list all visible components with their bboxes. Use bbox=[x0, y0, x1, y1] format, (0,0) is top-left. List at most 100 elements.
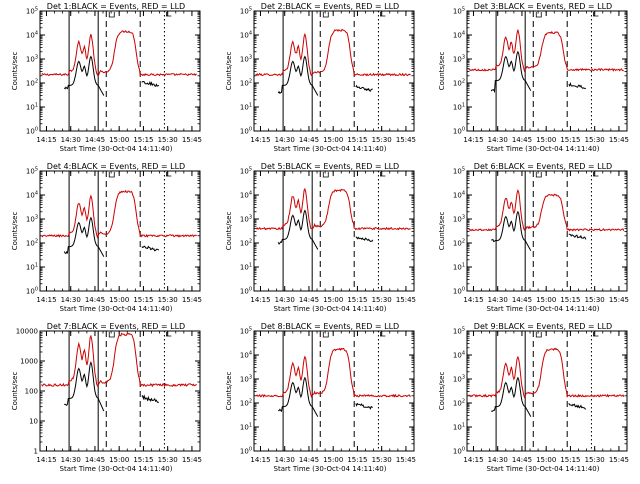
y-tick-label: 105 bbox=[240, 7, 252, 16]
y-tick-label: 102 bbox=[453, 239, 465, 248]
x-tick-label: 14:15 bbox=[250, 296, 270, 304]
y-tick-label: 1000 bbox=[20, 358, 38, 366]
marker-tag bbox=[593, 172, 599, 177]
x-tick-label: 15:45 bbox=[396, 296, 416, 304]
y-tick-label: 104 bbox=[453, 191, 465, 200]
marker-tag bbox=[166, 172, 172, 177]
x-tick-label: 15:15 bbox=[347, 136, 367, 144]
y-tick-label: 103 bbox=[453, 55, 465, 64]
panel-title: Det 5:BLACK = Events, RED = LLD bbox=[261, 162, 399, 171]
x-tick-label: 15:30 bbox=[372, 296, 392, 304]
x-tick-label: 14:15 bbox=[463, 456, 483, 464]
panel-det-7: Det 7:BLACK = Events, RED = LLD Counts/se… bbox=[11, 322, 202, 473]
y-tick-label: 100 bbox=[26, 127, 38, 136]
x-tick-label: 15:30 bbox=[158, 296, 178, 304]
y-tick-label: 102 bbox=[240, 399, 252, 408]
y-tick-label: 102 bbox=[453, 79, 465, 88]
x-tick-label: 14:15 bbox=[250, 456, 270, 464]
marker-tag bbox=[166, 12, 172, 17]
y-tick-label: 105 bbox=[240, 327, 252, 336]
y-tick-label: 104 bbox=[453, 351, 465, 360]
series-events-line bbox=[491, 376, 587, 417]
panel-det-9: Det 9:BLACK = Events, RED = LLD Counts/se… bbox=[438, 322, 629, 473]
series-lld-line bbox=[41, 189, 197, 239]
y-axis-label: Counts/sec bbox=[11, 52, 19, 91]
x-tick-label: 15:00 bbox=[323, 136, 343, 144]
series-events-line bbox=[490, 210, 587, 251]
panel-title: Det 8:BLACK = Events, RED = LLD bbox=[261, 322, 399, 331]
plot-frame bbox=[466, 10, 628, 132]
series-events-line bbox=[277, 209, 374, 250]
x-tick-label: 15:45 bbox=[396, 456, 416, 464]
x-tick-label: 14:15 bbox=[250, 136, 270, 144]
x-tick-label: 14:15 bbox=[463, 296, 483, 304]
panel-title: Det 7:BLACK = Events, RED = LLD bbox=[47, 322, 185, 331]
marker-tag bbox=[108, 12, 115, 18]
x-axis-label: Start Time (30-Oct-04 14:11:40) bbox=[60, 145, 173, 153]
x-tick-label: 15:30 bbox=[372, 456, 392, 464]
x-tick-label: 14:45 bbox=[85, 136, 105, 144]
y-axis-label: Counts/sec bbox=[225, 212, 233, 251]
series-events-line bbox=[64, 361, 160, 412]
x-axis-label: Start Time (30-Oct-04 14:11:40) bbox=[274, 145, 387, 153]
x-tick-label: 15:00 bbox=[109, 456, 129, 464]
marker-tag bbox=[535, 172, 542, 178]
y-tick-label: 101 bbox=[453, 103, 465, 112]
plot-frame bbox=[39, 170, 201, 292]
y-tick-label: 100 bbox=[453, 447, 465, 456]
panel-title: Det 3:BLACK = Events, RED = LLD bbox=[474, 2, 612, 11]
y-tick-label: 103 bbox=[240, 55, 252, 64]
y-tick-label: 105 bbox=[26, 7, 38, 16]
y-tick-label: 105 bbox=[453, 167, 465, 176]
x-tick-label: 14:45 bbox=[85, 296, 105, 304]
y-tick-label: 10000 bbox=[16, 328, 38, 336]
y-tick-label: 101 bbox=[240, 423, 252, 432]
y-tick-label: 105 bbox=[453, 327, 465, 336]
plot-frame bbox=[466, 170, 628, 292]
x-tick-label: 15:15 bbox=[560, 136, 580, 144]
series-events-line bbox=[277, 55, 373, 96]
panel-det-6: Det 6:BLACK = Events, RED = LLD Counts/se… bbox=[438, 162, 629, 313]
series-lld-line bbox=[468, 29, 624, 73]
y-axis-label: Counts/sec bbox=[11, 212, 19, 251]
y-tick-label: 100 bbox=[240, 127, 252, 136]
x-tick-label: 15:15 bbox=[133, 456, 153, 464]
y-axis-label: Counts/sec bbox=[438, 52, 446, 91]
marker-tag bbox=[108, 332, 115, 338]
x-tick-label: 14:15 bbox=[36, 296, 56, 304]
x-axis-label: Start Time (30-Oct-04 14:11:40) bbox=[60, 305, 173, 313]
y-tick-label: 101 bbox=[453, 423, 465, 432]
x-tick-label: 15:00 bbox=[536, 296, 556, 304]
x-tick-label: 15:15 bbox=[560, 296, 580, 304]
x-tick-label: 14:15 bbox=[463, 136, 483, 144]
y-tick-label: 105 bbox=[26, 167, 38, 176]
x-tick-label: 15:30 bbox=[158, 136, 178, 144]
x-tick-label: 14:45 bbox=[512, 296, 532, 304]
x-tick-label: 15:00 bbox=[109, 136, 129, 144]
panel-title: Det 2:BLACK = Events, RED = LLD bbox=[261, 2, 399, 11]
plot-frame bbox=[466, 330, 628, 452]
y-tick-label: 104 bbox=[240, 31, 252, 40]
x-tick-label: 14:15 bbox=[36, 136, 56, 144]
series-events-line bbox=[278, 376, 373, 417]
series-events-line bbox=[490, 50, 587, 94]
x-tick-label: 14:45 bbox=[299, 296, 319, 304]
x-tick-label: 15:00 bbox=[323, 296, 343, 304]
y-tick-label: 102 bbox=[453, 399, 465, 408]
marker-tag bbox=[166, 332, 172, 337]
x-axis-label: Start Time (30-Oct-04 14:11:40) bbox=[487, 145, 600, 153]
x-tick-label: 14:30 bbox=[275, 296, 295, 304]
x-tick-label: 15:45 bbox=[609, 456, 629, 464]
y-tick-label: 103 bbox=[26, 55, 38, 64]
y-axis-label: Counts/sec bbox=[438, 372, 446, 411]
x-tick-label: 15:15 bbox=[347, 296, 367, 304]
panel-det-5: Det 5:BLACK = Events, RED = LLD Counts/se… bbox=[225, 162, 416, 313]
x-tick-label: 15:30 bbox=[585, 136, 605, 144]
y-tick-label: 100 bbox=[453, 127, 465, 136]
x-tick-label: 15:15 bbox=[560, 456, 580, 464]
y-tick-label: 102 bbox=[26, 79, 38, 88]
panel-det-3: Det 3:BLACK = Events, RED = LLD Counts/se… bbox=[438, 2, 629, 153]
y-axis-label: Counts/sec bbox=[11, 372, 19, 411]
y-tick-label: 102 bbox=[240, 79, 252, 88]
y-axis-label: Counts/sec bbox=[225, 372, 233, 411]
